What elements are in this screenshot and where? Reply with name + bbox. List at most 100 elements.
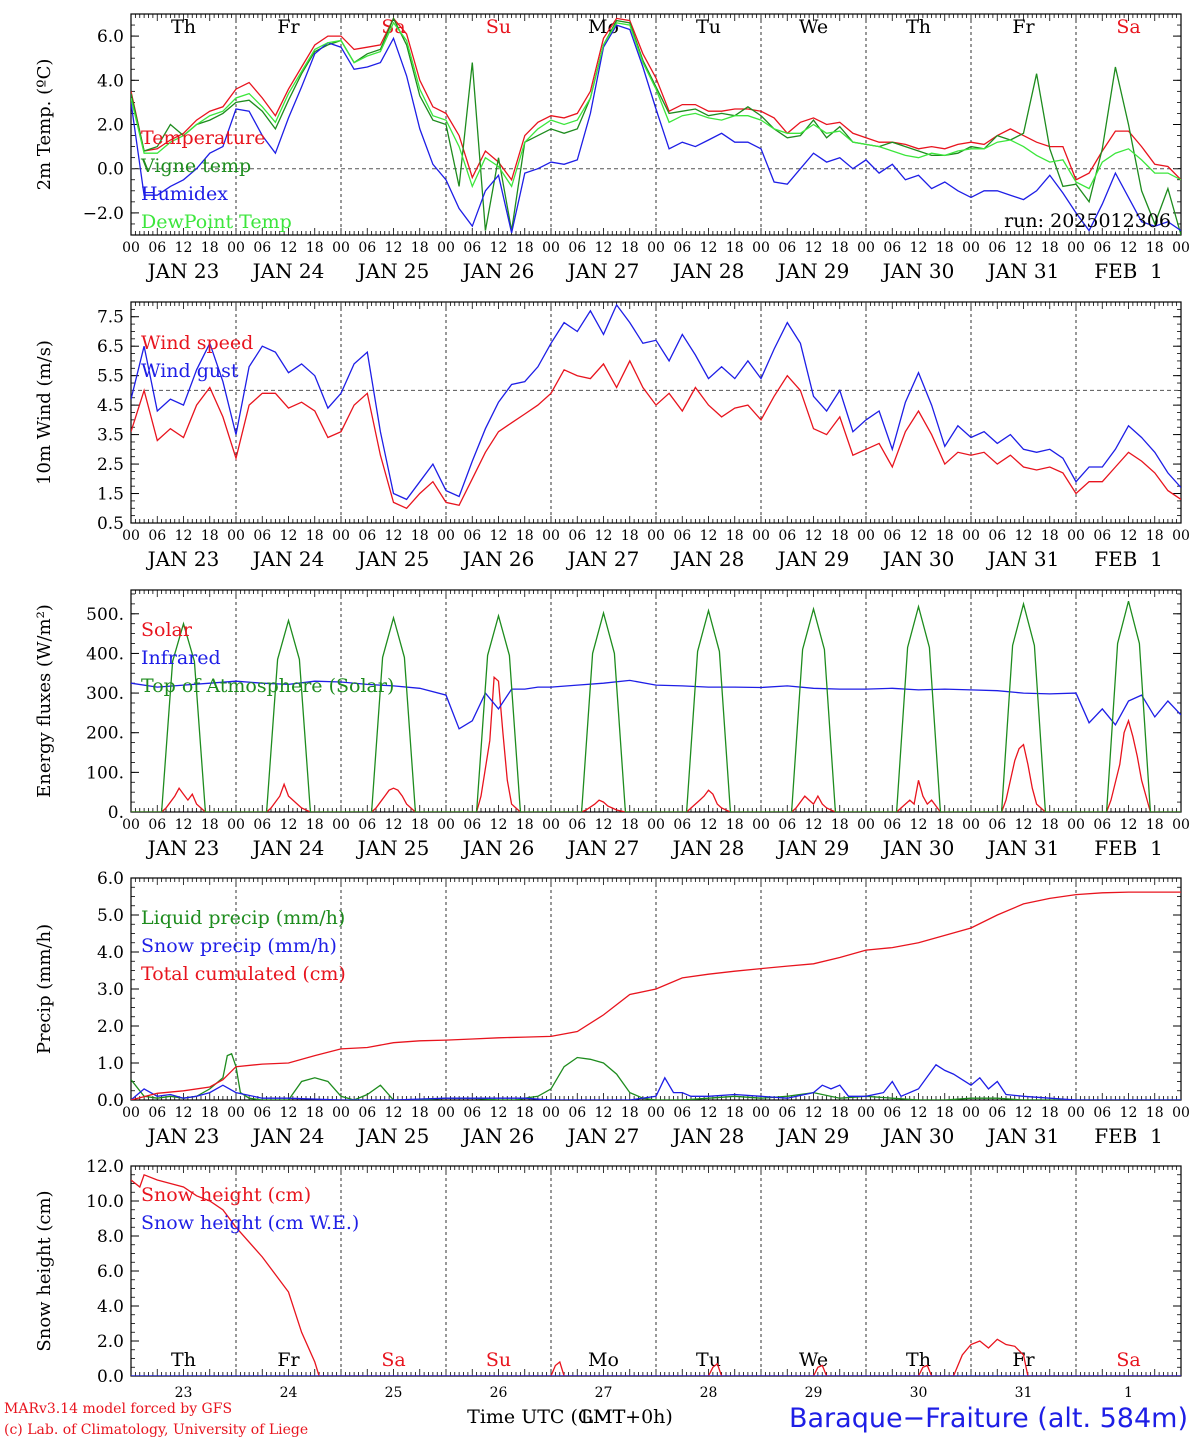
date-label: JAN 25	[356, 1124, 430, 1148]
y-axis-label: Snow height (cm)	[34, 1190, 55, 1351]
date-label: JAN 27	[566, 836, 640, 860]
date-label: JAN 26	[461, 259, 535, 283]
day-of-week-label: Mo	[588, 1349, 619, 1371]
x-tick-label: 00	[122, 240, 140, 256]
x-tick-label: 06	[673, 240, 691, 256]
x-tick-label: 12	[280, 1105, 298, 1121]
date-label: JAN 23	[146, 1124, 220, 1148]
x-tick-label: 12	[595, 1105, 613, 1121]
x-tick-label: 06	[673, 817, 691, 833]
legend-wind-gust: Wind gust	[141, 360, 239, 382]
day-of-week-label: Th	[171, 1349, 196, 1371]
y-tick-label: 400.	[86, 644, 124, 664]
day-of-week-label: Su	[486, 1349, 511, 1371]
y-tick-label: 2.0	[97, 1332, 124, 1352]
x-tick-label: 06	[463, 817, 481, 833]
series-line-infrared	[131, 679, 1181, 730]
x-tick-label: 00	[752, 1105, 770, 1121]
date-label: JAN 23	[146, 547, 220, 571]
x-tick-label: 18	[936, 1105, 954, 1121]
legend-top-of-atmosphere-solar: Top of Atmosphere (Solar)	[141, 675, 394, 697]
day-of-week-label: Th	[171, 16, 196, 38]
x-tick-label: 00	[962, 240, 980, 256]
day-number-label: 26	[490, 1385, 508, 1401]
x-tick-label: 18	[1146, 1105, 1164, 1121]
legend-snow-precip-mm-h: Snow precip (mm/h)	[141, 935, 337, 957]
date-label: JAN 29	[776, 836, 850, 860]
series-line-temperature	[131, 17, 1181, 182]
x-tick-label: 18	[306, 528, 324, 544]
day-number-label: 27	[595, 1385, 613, 1401]
x-tick-label: 00	[542, 1105, 560, 1121]
x-tick-label: 00	[857, 528, 875, 544]
x-tick-label: 06	[253, 1105, 271, 1121]
x-tick-label: 18	[201, 240, 219, 256]
x-tick-label: 18	[726, 1105, 744, 1121]
y-tick-label: 6.0	[97, 1262, 124, 1282]
x-tick-label: 06	[988, 817, 1006, 833]
date-label: FEB 1	[1094, 836, 1163, 860]
x-tick-label: 06	[988, 240, 1006, 256]
x-tick-label: 06	[883, 817, 901, 833]
x-tick-label: 12	[1120, 1105, 1138, 1121]
y-tick-label: 8.0	[97, 1227, 124, 1247]
x-tick-label: 00	[122, 817, 140, 833]
series-line-top-of-atmosphere-solar	[131, 600, 1181, 812]
y-tick-label: 3.0	[97, 980, 124, 1000]
x-tick-label: 12	[805, 1105, 823, 1121]
y-tick-label: 6.0	[97, 27, 124, 47]
date-label: JAN 28	[671, 836, 745, 860]
series-line-liquid-precip-mm-h	[131, 1052, 1181, 1100]
x-tick-label: 18	[516, 240, 534, 256]
x-tick-label: 00	[857, 817, 875, 833]
x-tick-label: 18	[1041, 817, 1059, 833]
date-label: JAN 24	[251, 836, 325, 860]
chart-panel-4: 0.0 1.0 2.0 3.0 4.0 5.0 6.0 Precip (mm/h) 00 06 12…	[34, 869, 1190, 1148]
x-tick-label: 12	[280, 817, 298, 833]
day-number-label: 30	[910, 1385, 928, 1401]
x-tick-label: 12	[490, 528, 508, 544]
date-label: JAN 25	[356, 259, 430, 283]
x-tick-label: 06	[358, 240, 376, 256]
day-of-week-label: Fr	[1012, 16, 1035, 38]
x-tick-label: 18	[411, 240, 429, 256]
x-tick-label: 00	[542, 240, 560, 256]
x-tick-label: 06	[253, 240, 271, 256]
date-label: JAN 24	[251, 259, 325, 283]
y-tick-label: 2.0	[97, 1017, 124, 1037]
x-tick-label: 18	[1041, 1105, 1059, 1121]
x-tick-label: 18	[516, 817, 534, 833]
x-tick-label: 06	[358, 1105, 376, 1121]
x-tick-label: 06	[358, 817, 376, 833]
day-number-label: 23	[175, 1385, 193, 1401]
x-tick-label: 00	[1172, 1105, 1190, 1121]
x-tick-label: 12	[385, 528, 403, 544]
x-tick-label: 00	[542, 817, 560, 833]
date-label: JAN 31	[986, 1124, 1060, 1148]
x-tick-label: 00	[857, 1105, 875, 1121]
date-label: JAN 25	[356, 836, 430, 860]
x-tick-label: 00	[647, 817, 665, 833]
x-tick-label: 06	[568, 817, 586, 833]
x-tick-label: 12	[385, 240, 403, 256]
x-tick-label: 00	[1067, 240, 1085, 256]
series-line-vigne-temp	[131, 16, 1181, 235]
x-tick-label: 06	[358, 528, 376, 544]
legend-vigne-temp: Vigne temp	[140, 155, 251, 177]
date-label: JAN 31	[986, 259, 1060, 283]
x-tick-label: 18	[516, 1105, 534, 1121]
x-tick-label: 00	[1067, 528, 1085, 544]
x-tick-label: 00	[227, 528, 245, 544]
date-label: FEB 1	[1094, 1124, 1163, 1148]
x-tick-label: 06	[1093, 528, 1111, 544]
y-axis-label: Energy fluxes (W/m²)	[34, 604, 55, 798]
x-tick-label: 12	[700, 528, 718, 544]
x-tick-label: 00	[1067, 1105, 1085, 1121]
x-tick-label: 12	[595, 240, 613, 256]
x-tick-label: 12	[595, 528, 613, 544]
y-tick-label: 4.0	[97, 1297, 124, 1317]
x-tick-label: 12	[595, 817, 613, 833]
chart-panel-1: −2.00.02.04.06.02m Temp. (ºC)Th Fr Sa Su Mo T…	[34, 13, 1190, 283]
x-tick-label: 00	[227, 817, 245, 833]
credit-lab: (c) Lab. of Climatology, University of L…	[4, 1422, 308, 1438]
